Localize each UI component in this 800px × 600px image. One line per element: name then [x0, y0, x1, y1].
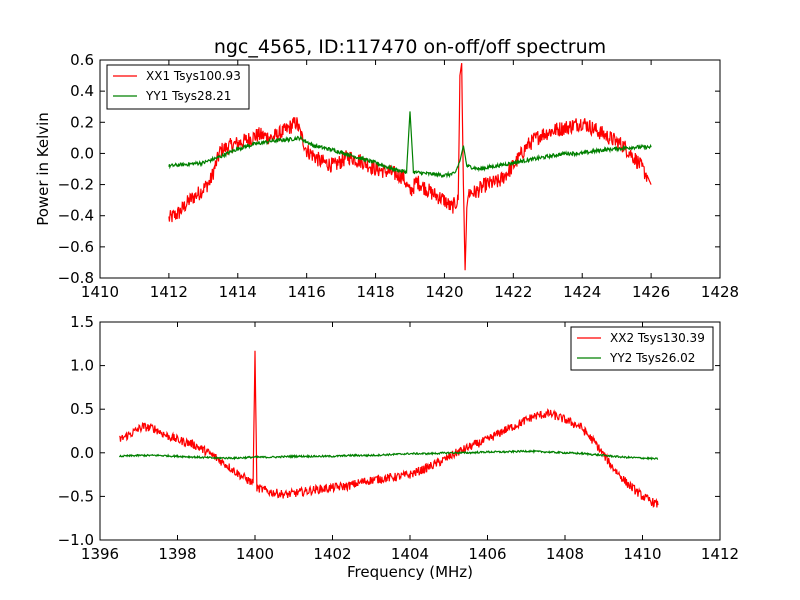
bottom-series-line-green	[118, 449, 659, 461]
top-y-tick-label: 0.0	[70, 144, 94, 162]
top-legend-box	[106, 64, 250, 110]
top-panel: 1410 1412 1414 1416 1418 1420 1422 1424 1426 1428…	[34, 51, 739, 301]
top-x-tick-label: 1426	[632, 283, 670, 301]
top-series-line-green	[168, 111, 652, 179]
top-x-tick-label: 1416	[288, 283, 326, 301]
top-y-tick-label: −0.6	[58, 238, 94, 256]
top-series-group	[168, 63, 652, 271]
bottom-legend-label-xx2: XX2 Tsys130.39	[610, 331, 705, 345]
top-y-tick-label: 0.6	[70, 51, 94, 69]
top-series-line-red	[168, 63, 652, 271]
bottom-legend-box	[570, 326, 714, 371]
top-ticks: 1410 1412 1414 1416 1418 1420 1422 1424 1426 1428…	[58, 51, 740, 301]
bottom-y-tick-label: −0.5	[58, 487, 94, 505]
bottom-y-tick-label: 0.5	[70, 400, 94, 418]
bottom-legend: XX2 Tsys130.39 YY2 Tsys26.02	[570, 326, 714, 371]
bottom-x-tick-label: 1400	[236, 545, 274, 563]
top-legend: XX1 Tsys100.93 YY1 Tsys28.21	[106, 64, 250, 110]
top-y-tick-label: −0.8	[58, 269, 94, 287]
top-x-tick-label: 1424	[563, 283, 601, 301]
bottom-y-tick-label: −1.0	[58, 531, 94, 549]
top-plot-frame	[99, 59, 721, 279]
top-x-tick-label: 1418	[356, 283, 394, 301]
top-x-tick-label: 1420	[425, 283, 463, 301]
bottom-y-tick-label: 1.0	[70, 357, 94, 375]
bottom-ticks: 1396 1398 1400 1402 1404 1406 1408 1410 1412 −1.0…	[58, 313, 740, 563]
top-x-tick-label: 1412	[150, 283, 188, 301]
top-legend-label-xx1: XX1 Tsys100.93	[146, 69, 241, 83]
top-y-axis-label: Power in Kelvin	[34, 112, 52, 226]
bottom-y-tick-label: 0.0	[70, 444, 94, 462]
bottom-panel: 1396 1398 1400 1402 1404 1406 1408 1410 1412 −1.0…	[58, 313, 740, 581]
bottom-plot-frame	[99, 321, 721, 541]
bottom-x-axis-label: Frequency (MHz)	[347, 563, 473, 581]
bottom-x-tick-label: 1408	[546, 545, 584, 563]
top-x-tick-label: 1428	[701, 283, 739, 301]
top-y-tick-label: −0.2	[58, 176, 94, 194]
top-legend-label-yy1: YY1 Tsys28.21	[145, 89, 231, 103]
bottom-x-tick-label: 1398	[158, 545, 196, 563]
top-y-tick-label: 0.2	[70, 113, 94, 131]
bottom-x-tick-label: 1396	[81, 545, 119, 563]
bottom-x-tick-label: 1404	[391, 545, 429, 563]
top-x-tick-label: 1422	[494, 283, 532, 301]
figure-title: ngc_4565, ID:117470 on-off/off spectrum	[214, 36, 606, 58]
top-y-tick-label: 0.4	[70, 82, 94, 100]
bottom-x-tick-label: 1412	[701, 545, 739, 563]
bottom-series-group	[118, 350, 659, 508]
top-y-tick-label: −0.4	[58, 207, 94, 225]
top-x-tick-label: 1414	[219, 283, 257, 301]
bottom-series-line-red	[119, 350, 659, 508]
bottom-legend-label-yy2: YY2 Tsys26.02	[609, 351, 695, 365]
top-x-tick-label: 1410	[81, 283, 119, 301]
bottom-x-tick-label: 1402	[313, 545, 351, 563]
bottom-y-tick-label: 1.5	[70, 313, 94, 331]
bottom-x-tick-label: 1410	[623, 545, 661, 563]
bottom-x-tick-label: 1406	[468, 545, 506, 563]
